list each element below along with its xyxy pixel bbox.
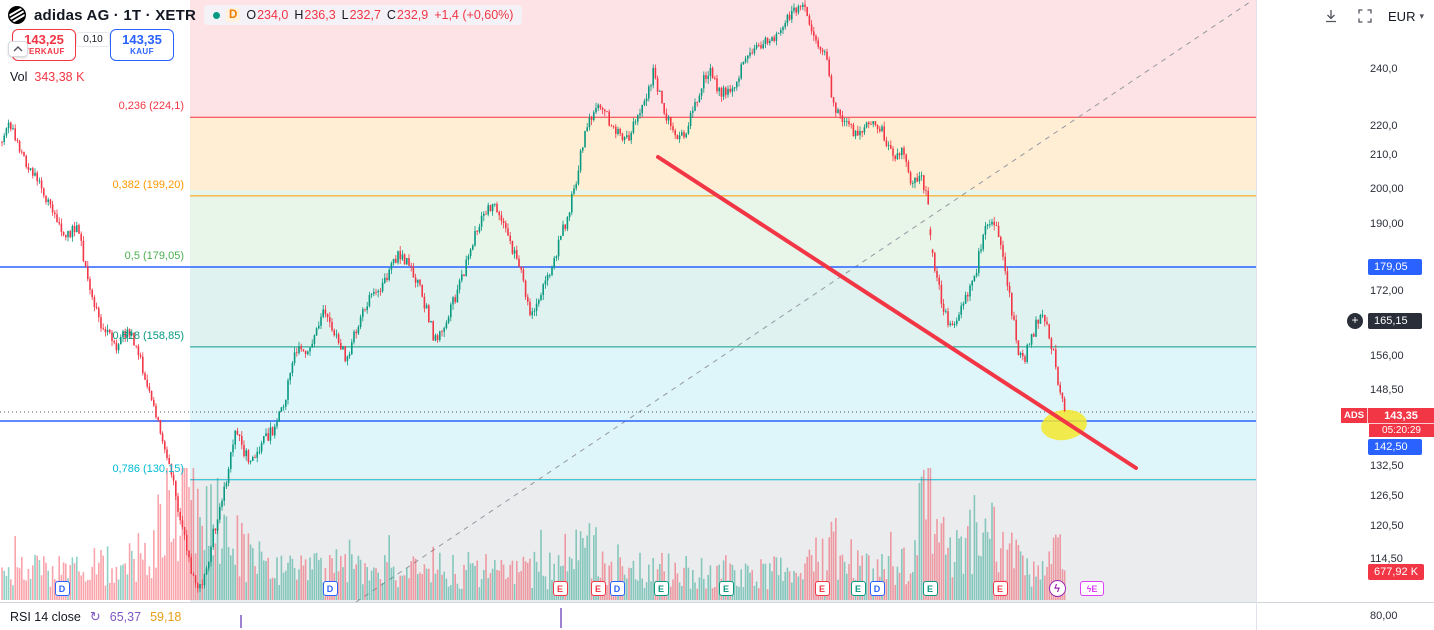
volume-axis-label: 677,92 K — [1368, 564, 1425, 580]
event-badge-D-9[interactable]: D — [869, 581, 885, 596]
event-badge-E-7[interactable]: E — [814, 581, 830, 596]
fib-band-3 — [190, 267, 1256, 346]
last-price-label: ADS 143,35 05:20:29 — [1341, 408, 1434, 437]
fib-band-2 — [190, 190, 1256, 267]
axis-tick: 200,00 — [1370, 183, 1404, 195]
axis-tick: 156,00 — [1370, 350, 1404, 362]
axis-separator — [1256, 0, 1257, 630]
refresh-icon[interactable]: ↻ — [89, 609, 101, 624]
event-badge-D-1[interactable]: D — [322, 581, 338, 596]
ohlc-readout: D O 234,0 H 236,3 L 232,7 C 232,9 +1,4 (+0,6… — [204, 5, 523, 25]
volume-value: 343,38 K — [34, 70, 85, 84]
chevron-down-icon: ▾ — [1419, 10, 1424, 21]
event-badge-E-3[interactable]: E — [590, 581, 606, 596]
close-label: C — [386, 8, 396, 22]
fib-label-2: 0,5 (179,05) — [124, 250, 184, 262]
sell-price: 143,25 — [24, 32, 64, 48]
volume-label: Vol — [10, 70, 28, 84]
fib-label-1: 0,382 (199,20) — [112, 178, 184, 191]
trade-widget: 143,25 VERKAUF 0,10 143,35 KAUF — [12, 29, 174, 61]
fib-label-3: 0,618 (158,85) — [112, 329, 184, 342]
event-badge-ϟE-13[interactable]: ϟE — [1080, 581, 1104, 596]
axis-tick: 220,0 — [1370, 120, 1398, 132]
event-badge-E-6[interactable]: E — [718, 581, 734, 596]
download-button[interactable] — [1320, 6, 1342, 26]
event-badge-E-10[interactable]: E — [922, 581, 938, 596]
collapse-trade-widget-button[interactable] — [8, 41, 28, 57]
event-badge-E-5[interactable]: E — [653, 581, 669, 596]
price-axis[interactable]: ADS 143,35 05:20:29 240,0 220,0 210,0 200,0… — [1256, 0, 1434, 602]
event-badge-D-0[interactable]: D — [54, 581, 70, 596]
axis-tick: 240,0 — [1370, 63, 1398, 75]
event-badge-E-8[interactable]: E — [850, 581, 866, 596]
high-label: H — [294, 8, 304, 22]
event-badge-D-4[interactable]: D — [609, 581, 625, 596]
ticker-tag: ADS — [1341, 408, 1368, 423]
chevron-up-icon — [13, 46, 23, 52]
horizontal-line-price-179: 179,05 — [1368, 259, 1422, 275]
rsi-ma-value: 59,18 — [150, 610, 182, 624]
open-label: O — [246, 8, 257, 22]
rsi-line-peak-1 — [560, 608, 562, 628]
buy-label: KAUF — [130, 46, 154, 56]
axis-tick: 172,00 — [1370, 285, 1404, 297]
rsi-pane: RSI 14 close ↻ 65,37 59,18 80,00 — [0, 602, 1434, 630]
fib-retracement-bands — [190, 0, 1256, 602]
axis-tick: 132,50 — [1370, 460, 1404, 472]
fib-label-0: 0,236 (224,1) — [118, 100, 184, 113]
low-label: L — [341, 8, 349, 22]
currency-dropdown[interactable]: EUR ▾ — [1388, 9, 1424, 24]
candlestick-series — [1, 0, 1066, 593]
chart-toolbar: EUR ▾ — [1318, 4, 1426, 28]
rsi-indicator-title[interactable]: RSI 14 close — [10, 610, 81, 624]
last-price-value: 143,35 — [1368, 408, 1434, 423]
fib-label-4: 0,786 (130,15) — [112, 462, 184, 475]
buy-price: 143,35 — [122, 32, 162, 48]
volume-readout: Vol 343,38 K — [10, 70, 84, 84]
bar-countdown: 05:20:29 — [1369, 423, 1434, 437]
open-value: 234,0 — [257, 8, 289, 22]
change-value: +1,4 (+0,60%) — [434, 8, 514, 22]
close-value: 232,9 — [396, 8, 429, 22]
event-badge-ϟ-12[interactable]: ϟ — [1048, 580, 1066, 597]
download-icon — [1326, 10, 1337, 23]
crosshair-price-label: 165,15 — [1368, 313, 1422, 329]
highlight-ellipse[interactable] — [1039, 407, 1089, 443]
event-badge-E-2[interactable]: E — [552, 581, 568, 596]
fib-band-4 — [190, 346, 1256, 477]
horizontal-line-price-142: 142,50 — [1368, 439, 1422, 455]
symbol-logo — [8, 6, 26, 24]
rsi-line-peak-0 — [240, 615, 242, 628]
axis-tick: 114,50 — [1370, 553, 1403, 565]
currency-value: EUR — [1388, 8, 1416, 24]
symbol-title[interactable]: adidas AG · 1T · XETR — [34, 6, 197, 24]
sell-button[interactable]: 143,25 VERKAUF — [12, 29, 76, 61]
sell-label: VERKAUF — [23, 46, 65, 56]
axis-tick: 126,50 — [1370, 490, 1404, 502]
high-value: 236,3 — [304, 8, 336, 22]
rsi-axis-label: 80,00 — [1370, 610, 1398, 622]
axis-tick: 120,50 — [1370, 520, 1404, 532]
fullscreen-icon — [1358, 9, 1372, 23]
yellow-highlight-marker[interactable] — [1039, 407, 1089, 443]
add-alert-button[interactable]: + — [1347, 313, 1363, 329]
buy-button[interactable]: 143,35 KAUF — [110, 29, 174, 61]
market-status-dot — [213, 11, 221, 19]
trend-line[interactable] — [656, 155, 1138, 470]
red-descending-trendline[interactable] — [656, 155, 1138, 470]
axis-tick: 148,50 — [1370, 384, 1404, 396]
fib-band-1 — [190, 117, 1256, 190]
delayed-data-badge: D — [226, 8, 241, 22]
main-chart-canvas[interactable] — [0, 0, 1256, 602]
event-badge-E-11[interactable]: E — [992, 581, 1008, 596]
axis-tick: 210,0 — [1370, 149, 1398, 161]
low-value: 232,7 — [349, 8, 381, 22]
axis-tick: 190,00 — [1370, 218, 1404, 230]
spread-value: 0,10 — [76, 32, 110, 47]
fullscreen-button[interactable] — [1354, 6, 1376, 26]
rsi-value: 65,37 — [109, 610, 142, 624]
